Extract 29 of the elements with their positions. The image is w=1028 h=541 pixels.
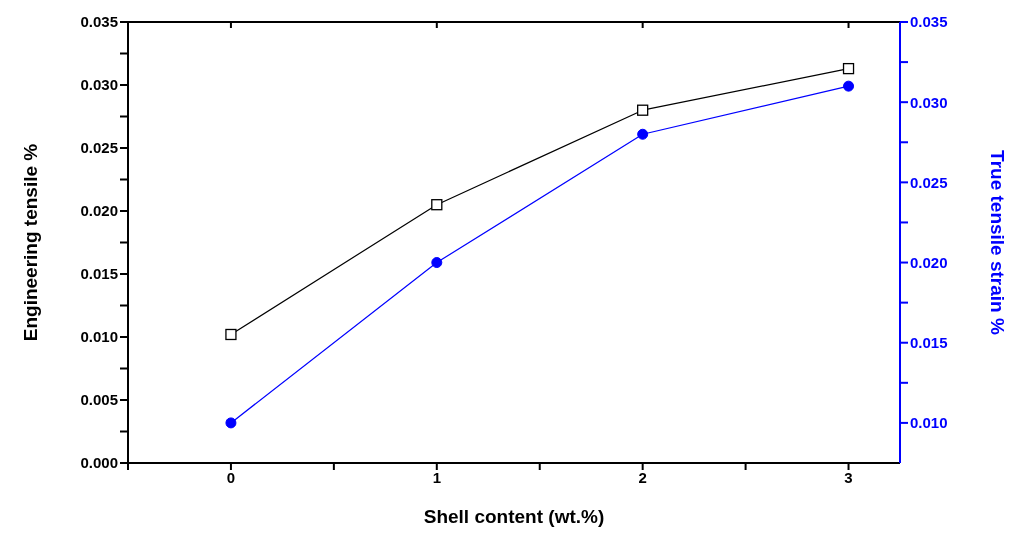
x-tick-label: 2	[638, 468, 647, 486]
x-axis-title: Shell content (wt.%)	[423, 506, 605, 527]
y-tick-label: 0.025	[80, 139, 118, 157]
y2-tick-label: 0.035	[910, 13, 948, 31]
y-tick-label: 0.010	[80, 328, 118, 346]
x-tick-label: 1	[432, 468, 441, 486]
y-axis-title: Engineering tensile %	[19, 143, 41, 342]
point	[842, 62, 855, 75]
y2-tick-label: 0.010	[910, 414, 948, 432]
point	[225, 328, 237, 341]
point	[431, 257, 443, 269]
x-tick-label: 3	[844, 468, 853, 486]
y-tick-label: 0.005	[80, 391, 118, 409]
y2-axis-title: True tensile strain %	[987, 150, 1009, 335]
point	[637, 128, 649, 140]
point	[225, 417, 237, 429]
point	[843, 80, 855, 92]
y2-tick-label: 0.015	[910, 334, 948, 352]
y-tick-label: 0.015	[80, 265, 118, 283]
y-tick-label: 0.000	[80, 454, 118, 472]
y2-tick-label: 0.025	[910, 173, 948, 191]
x-tick-label: 0	[226, 468, 236, 486]
point	[637, 104, 649, 116]
point	[431, 199, 443, 211]
y-tick-label: 0.030	[80, 76, 118, 94]
y2-tick-label: 0.030	[910, 93, 948, 111]
y-tick-label: 0.035	[80, 13, 118, 31]
y2-tick-label: 0.020	[910, 253, 948, 271]
y-tick-label: 0.020	[80, 202, 118, 220]
